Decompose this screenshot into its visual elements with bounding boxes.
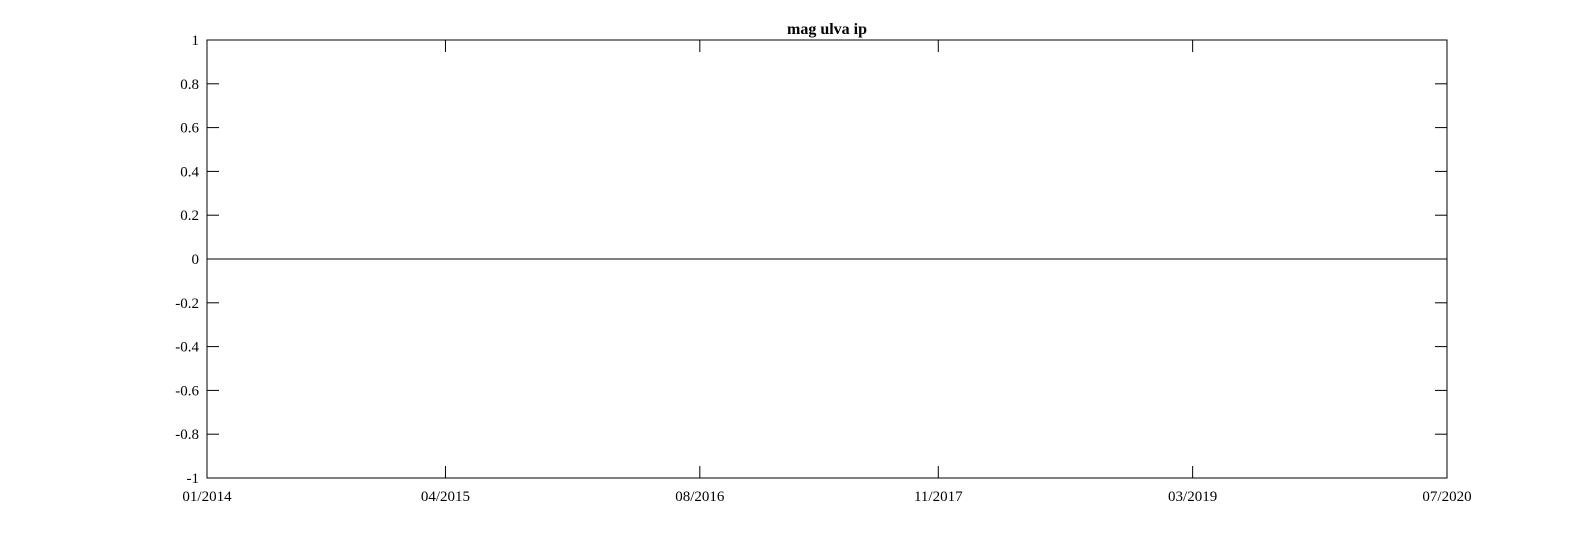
y-tick-label: -0.4: [175, 340, 199, 356]
chart-title: mag ulva ip: [787, 21, 867, 38]
y-tick-label: 0.8: [180, 77, 199, 93]
x-tick-label: 11/2017: [914, 489, 963, 505]
y-tick-label: -0.8: [175, 427, 199, 443]
y-tick-label: 0.2: [180, 208, 199, 224]
y-tick-label: -0.2: [175, 296, 199, 312]
x-tick-label: 08/2016: [675, 489, 725, 505]
y-tick-label: 0.4: [180, 164, 199, 180]
y-tick-label: 0: [192, 252, 200, 268]
x-tick-label: 07/2020: [1422, 489, 1471, 505]
x-tick-label: 03/2019: [1168, 489, 1217, 505]
y-tick-label: -0.6: [175, 383, 199, 399]
y-tick-label: 1: [192, 33, 200, 49]
x-axis: 01/2014 04/2015 08/2016 11/2017 03/2019 07/20…: [182, 40, 1472, 505]
y-axis: 1 0.8 0.6 0.4 0.2 0 -0.2 -0.4 -0.6 -0.8 -1: [175, 33, 1447, 487]
y-tick-label: 0.6: [180, 121, 199, 137]
x-tick-label: 01/2014: [182, 489, 232, 505]
x-tick-label: 04/2015: [421, 489, 470, 505]
y-tick-label: -1: [187, 471, 200, 487]
